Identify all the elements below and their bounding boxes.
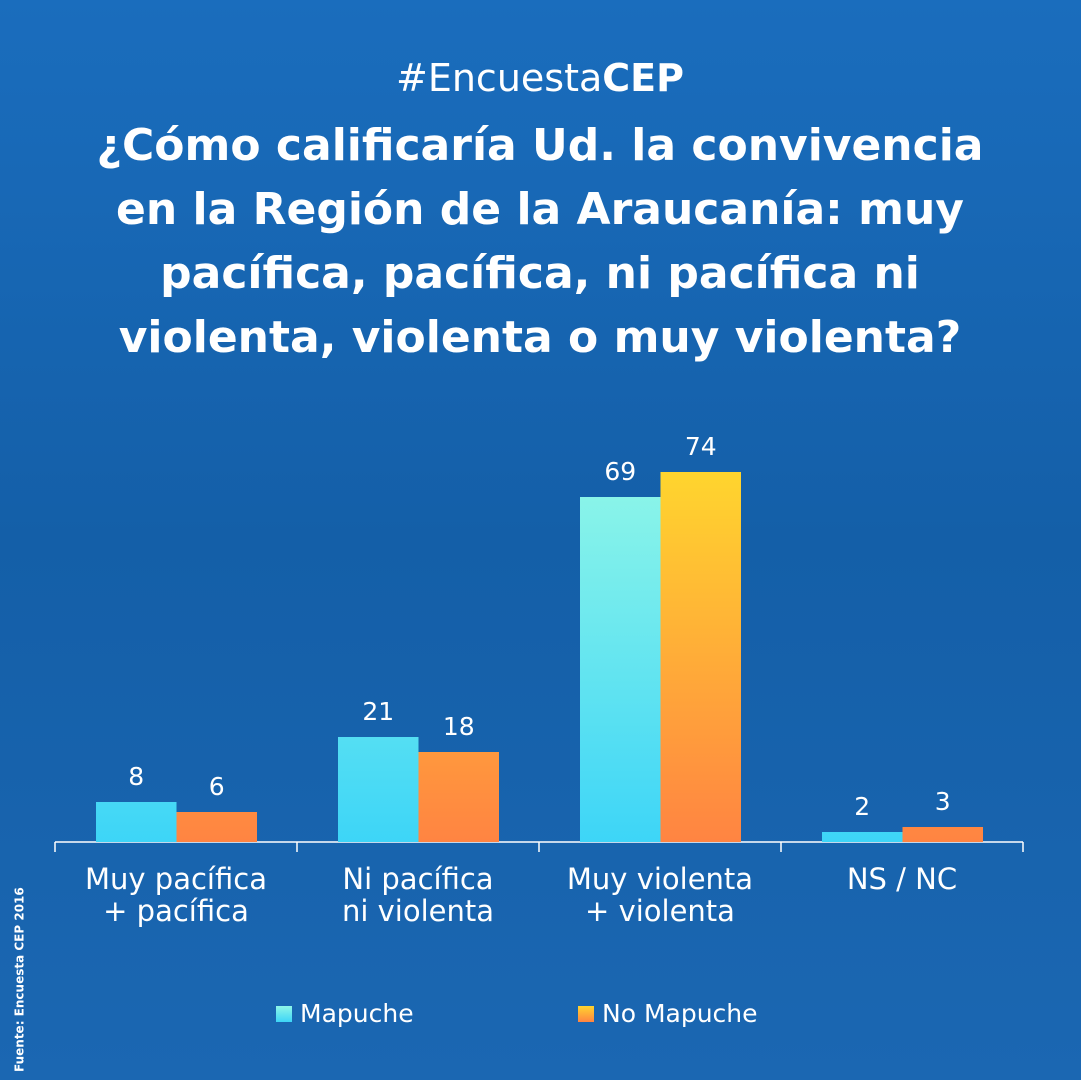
hashtag-text: #Encuesta	[396, 56, 602, 100]
bar	[580, 497, 661, 842]
legend-label: No Mapuche	[602, 999, 758, 1028]
bar	[660, 472, 741, 842]
x-tick-label: NS / NC	[847, 862, 957, 896]
title-line: violenta, violenta o muy violenta?	[119, 312, 962, 363]
legend-swatch	[276, 1006, 292, 1022]
hashtag-bold: CEP	[602, 56, 684, 100]
value-label: 8	[128, 762, 144, 791]
bar	[902, 827, 983, 842]
x-tick-label: + pacífica	[103, 894, 249, 928]
hashtag: #EncuestaCEP	[396, 56, 684, 100]
x-tick-label: Ni pacífica	[342, 862, 493, 896]
title-line: pacífica, pacífica, ni pacífica ni	[160, 248, 920, 299]
bar	[176, 812, 257, 842]
legend-swatch	[578, 1006, 594, 1022]
bar	[96, 802, 177, 842]
legend-label: Mapuche	[300, 999, 414, 1028]
source: Fuente: Encuesta CEP 2016	[13, 887, 27, 1072]
value-label: 69	[604, 457, 636, 486]
value-label: 3	[935, 787, 951, 816]
bar	[338, 737, 419, 842]
x-tick-label: + violenta	[585, 894, 735, 928]
value-label: 6	[209, 772, 225, 801]
x-tick-label: Muy violenta	[567, 862, 753, 896]
x-tick-label: Muy pacífica	[85, 862, 267, 896]
title-line: ¿Cómo calificaría Ud. la convivencia	[96, 120, 983, 171]
bar	[822, 832, 903, 842]
value-label: 18	[443, 712, 475, 741]
value-label: 2	[854, 792, 870, 821]
value-label: 21	[362, 697, 394, 726]
x-tick-label: ni violenta	[342, 894, 494, 928]
value-label: 74	[685, 432, 717, 461]
bar	[418, 752, 499, 842]
title-line: en la Región de la Araucanía: muy	[116, 184, 964, 235]
